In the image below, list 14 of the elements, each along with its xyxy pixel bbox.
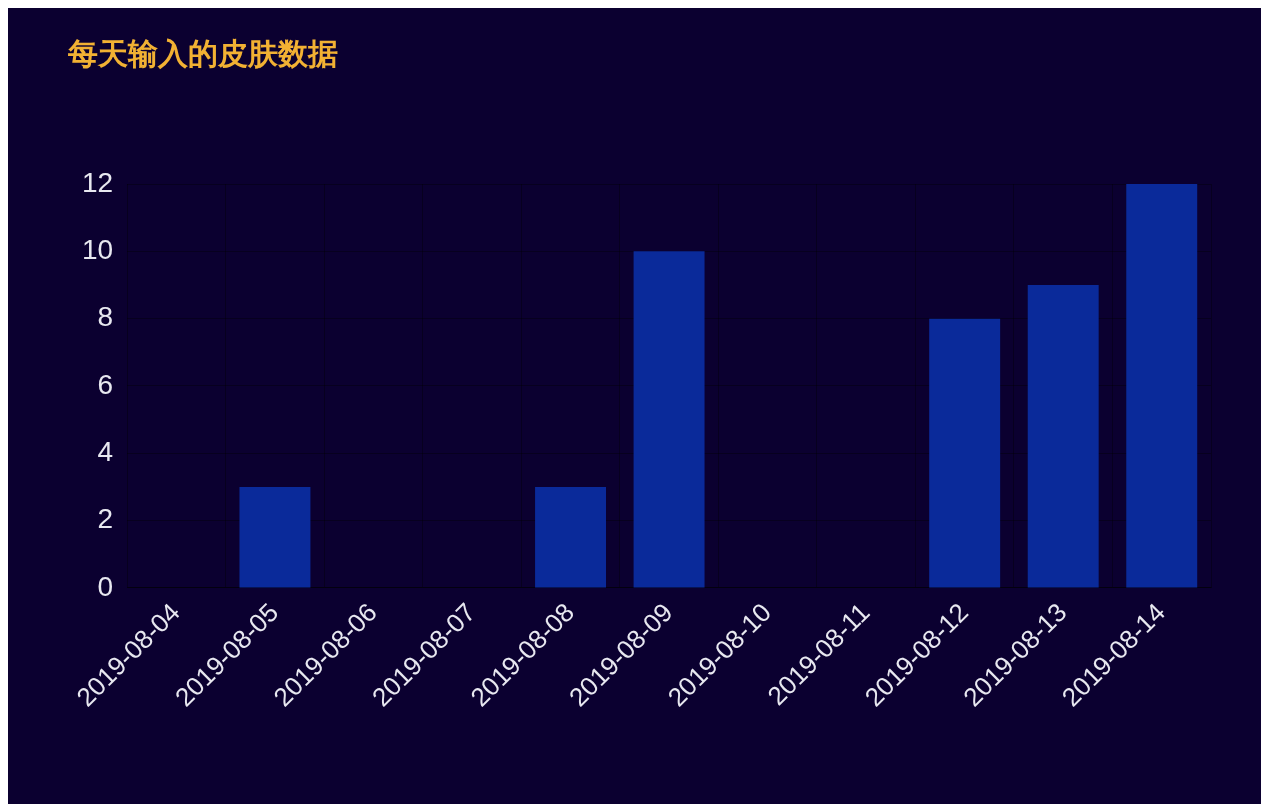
- y-tick-label: 2: [97, 503, 114, 535]
- bar: [1027, 284, 1099, 588]
- y-tick-label: 10: [81, 234, 114, 266]
- bar: [929, 318, 1001, 588]
- y-tick-label: 6: [97, 368, 114, 400]
- y-tick-label: 4: [97, 435, 114, 467]
- y-tick-label: 8: [97, 301, 114, 333]
- bar: [535, 486, 607, 588]
- bar: [239, 486, 311, 588]
- bar: [1126, 184, 1198, 588]
- y-tick-label: 12: [81, 166, 114, 198]
- bar: [633, 251, 705, 588]
- y-tick-label: 0: [97, 570, 114, 602]
- chart-title: 每天输入的皮肤数据: [67, 35, 338, 71]
